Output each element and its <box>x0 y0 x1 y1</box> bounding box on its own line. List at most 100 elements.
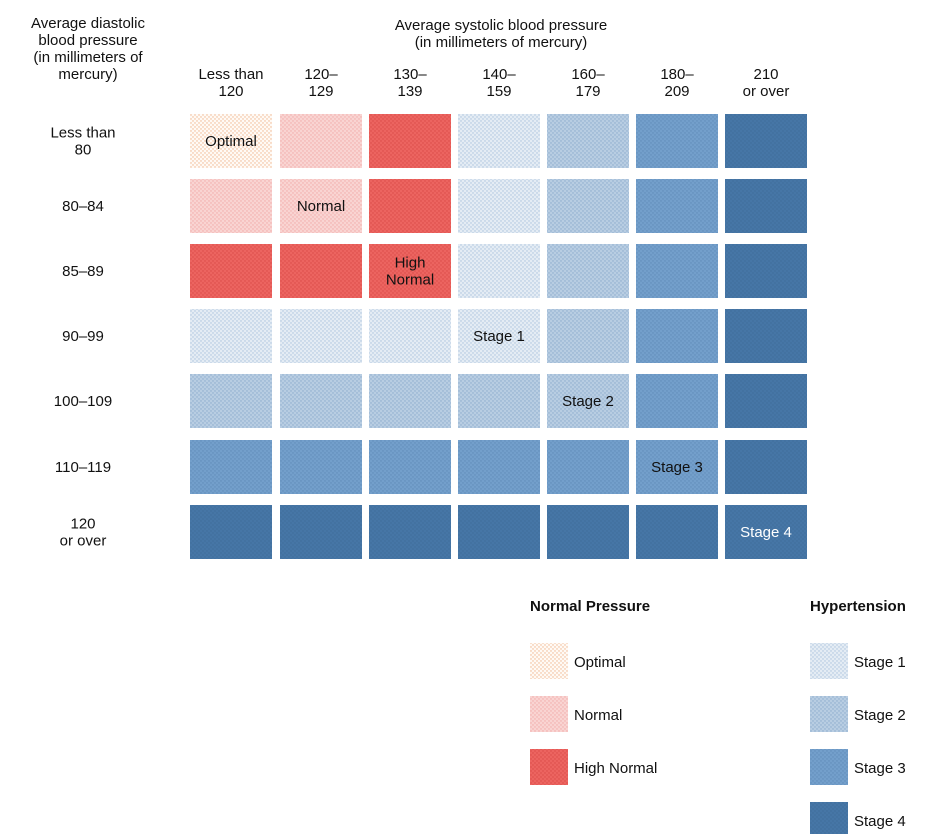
cell-stage4 <box>725 244 807 298</box>
legend-swatch-stage2 <box>810 696 848 732</box>
column-label: 129 <box>308 83 333 100</box>
cell-stage2 <box>547 309 629 363</box>
legend-swatch-normal <box>530 696 568 732</box>
x-axis-title-line: (in millimeters of mercury) <box>415 34 588 51</box>
cell-normal <box>280 179 362 233</box>
column-label: 210 <box>753 66 778 83</box>
cell-label: Stage 4 <box>740 524 792 541</box>
cell-stage1 <box>280 309 362 363</box>
row-label: 85–89 <box>62 263 104 280</box>
row-label: or over <box>60 533 107 550</box>
legend-label: Normal <box>574 707 622 724</box>
cell-stage2 <box>369 374 451 428</box>
cell-high_normal <box>369 244 451 298</box>
column-label: Less than <box>198 66 263 83</box>
cell-stage3 <box>458 440 540 494</box>
cell-stage3 <box>636 114 718 168</box>
cell-stage4 <box>725 179 807 233</box>
cell-stage4 <box>725 505 807 559</box>
cell-stage4 <box>725 309 807 363</box>
cell-stage3 <box>636 374 718 428</box>
cell-stage4 <box>547 505 629 559</box>
cell-label: Stage 2 <box>562 393 614 410</box>
cell-stage2 <box>547 244 629 298</box>
column-label: 159 <box>486 83 511 100</box>
cell-label: Normal <box>297 198 345 215</box>
legend-swatch-stage1 <box>810 643 848 679</box>
legend-label: Stage 2 <box>854 707 906 724</box>
legend-label: Stage 3 <box>854 760 906 777</box>
legend-title: Hypertension <box>810 598 906 615</box>
cell-high_normal <box>280 244 362 298</box>
x-axis-title: Average systolic blood pressure(in milli… <box>395 17 607 51</box>
cell-label: Stage 1 <box>473 328 525 345</box>
cell-stage1 <box>458 114 540 168</box>
cell-label: High <box>395 255 426 272</box>
legend-swatch-stage3 <box>810 749 848 785</box>
legend-swatch-optimal <box>530 643 568 679</box>
cell-stage1 <box>458 244 540 298</box>
cell-stage2 <box>458 374 540 428</box>
row-label: 80–84 <box>62 198 104 215</box>
heatmap-cells <box>190 114 807 559</box>
cell-stage2 <box>280 374 362 428</box>
cell-high_normal <box>369 114 451 168</box>
cell-stage1 <box>190 309 272 363</box>
x-axis-title-line: Average systolic blood pressure <box>395 17 607 34</box>
legend-swatch-stage4 <box>810 802 848 834</box>
cell-stage3 <box>636 440 718 494</box>
cell-stage1 <box>458 309 540 363</box>
cell-stage2 <box>547 374 629 428</box>
column-label: 160– <box>571 66 605 83</box>
cell-stage2 <box>547 179 629 233</box>
row-label: 100–109 <box>54 393 112 410</box>
legend-label: Optimal <box>574 654 626 671</box>
cell-stage4 <box>280 505 362 559</box>
column-label: 120– <box>304 66 338 83</box>
y-axis-title-line: blood pressure <box>38 32 137 49</box>
column-label: 209 <box>664 83 689 100</box>
cell-stage4 <box>725 374 807 428</box>
cell-normal <box>190 179 272 233</box>
legend-swatch-high_normal <box>530 749 568 785</box>
cell-stage3 <box>636 179 718 233</box>
column-label: or over <box>743 83 790 100</box>
y-axis-title-line: mercury) <box>58 66 117 83</box>
cell-stage2 <box>190 374 272 428</box>
cell-stage4 <box>725 114 807 168</box>
cell-stage1 <box>369 309 451 363</box>
cell-label: Stage 3 <box>651 459 703 476</box>
column-label: 139 <box>397 83 422 100</box>
row-label: 120 <box>70 516 95 533</box>
row-label: Less than <box>50 125 115 142</box>
cell-stage4 <box>190 505 272 559</box>
column-label: 120 <box>218 83 243 100</box>
cell-label: Optimal <box>205 133 257 150</box>
cell-stage3 <box>280 440 362 494</box>
cell-stage2 <box>547 114 629 168</box>
cell-stage3 <box>369 440 451 494</box>
cell-stage1 <box>458 179 540 233</box>
y-axis-title-line: (in millimeters of <box>33 49 143 66</box>
column-label: 180– <box>660 66 694 83</box>
cell-stage4 <box>369 505 451 559</box>
cell-stage4 <box>636 505 718 559</box>
column-label: 130– <box>393 66 427 83</box>
legend-label: Stage 1 <box>854 654 906 671</box>
legend-title: Normal Pressure <box>530 598 650 615</box>
column-label: 140– <box>482 66 516 83</box>
row-label: 110–119 <box>55 459 111 476</box>
cell-normal <box>280 114 362 168</box>
cell-high_normal <box>369 179 451 233</box>
cell-stage4 <box>725 440 807 494</box>
cell-stage3 <box>190 440 272 494</box>
legend: Normal Pressure Optimal Normal High Normal H… <box>530 598 906 834</box>
column-label: 179 <box>575 83 600 100</box>
legend-label: Stage 4 <box>854 813 906 830</box>
cell-stage4 <box>458 505 540 559</box>
cell-stage3 <box>636 244 718 298</box>
